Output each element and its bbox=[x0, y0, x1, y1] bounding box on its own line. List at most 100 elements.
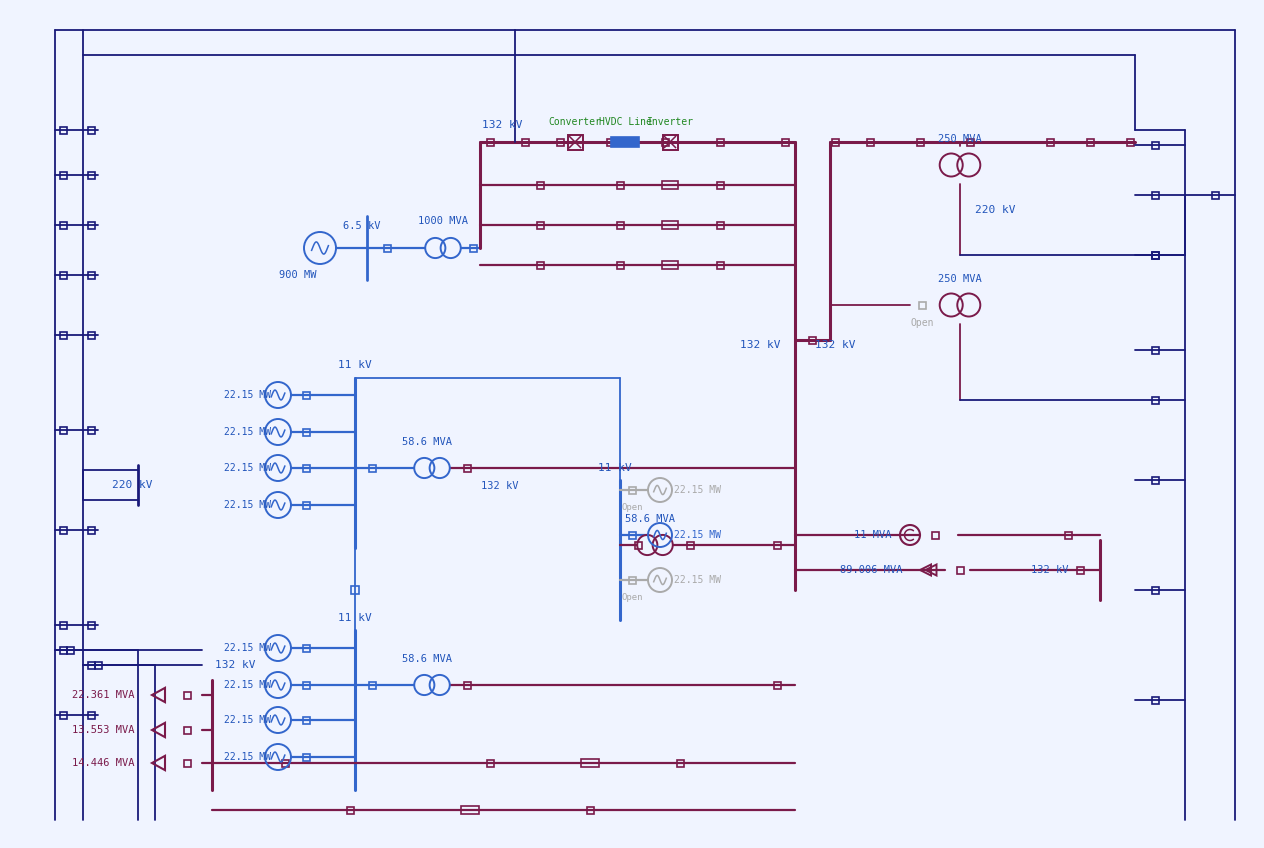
Text: 22.15 MW: 22.15 MW bbox=[225, 390, 272, 400]
Text: 132 kV: 132 kV bbox=[482, 120, 522, 130]
Bar bbox=[369, 465, 375, 471]
Text: 58.6 MVA: 58.6 MVA bbox=[624, 514, 675, 524]
Bar bbox=[302, 644, 310, 651]
Bar bbox=[183, 727, 191, 734]
Text: 250 MVA: 250 MVA bbox=[938, 134, 982, 144]
Bar bbox=[617, 181, 623, 188]
Bar bbox=[662, 135, 678, 149]
Bar bbox=[717, 261, 723, 269]
Bar bbox=[1152, 477, 1159, 483]
Bar bbox=[1077, 566, 1083, 573]
Bar bbox=[1152, 142, 1159, 148]
Bar bbox=[383, 244, 391, 252]
Text: 11 MVA: 11 MVA bbox=[854, 530, 892, 540]
Bar bbox=[1064, 532, 1072, 538]
Bar bbox=[957, 566, 963, 573]
Text: 11 kV: 11 kV bbox=[598, 463, 632, 473]
Bar bbox=[919, 302, 925, 309]
Bar bbox=[95, 661, 101, 668]
Text: 132 kV: 132 kV bbox=[739, 340, 780, 350]
Bar bbox=[628, 532, 636, 538]
Bar bbox=[59, 711, 67, 718]
Bar bbox=[183, 760, 191, 767]
Bar bbox=[522, 138, 528, 146]
Text: 22.361 MVA: 22.361 MVA bbox=[72, 690, 134, 700]
Bar bbox=[662, 261, 678, 269]
Bar bbox=[59, 171, 67, 178]
Bar bbox=[302, 717, 310, 723]
Text: 13.553 MVA: 13.553 MVA bbox=[72, 725, 134, 735]
Bar bbox=[87, 711, 95, 718]
Text: 22.15 MW: 22.15 MW bbox=[225, 752, 272, 762]
Text: HVDC Line: HVDC Line bbox=[599, 117, 651, 127]
Text: 22.15 MW: 22.15 MW bbox=[225, 715, 272, 725]
Bar bbox=[568, 135, 583, 149]
Text: 220 kV: 220 kV bbox=[975, 205, 1015, 215]
Bar bbox=[536, 181, 544, 188]
Text: 132 kV: 132 kV bbox=[482, 481, 518, 491]
Bar bbox=[87, 126, 95, 133]
Bar bbox=[302, 428, 310, 436]
Bar bbox=[87, 171, 95, 178]
Bar bbox=[916, 138, 924, 146]
Bar bbox=[302, 682, 310, 689]
Text: 22.15 MW: 22.15 MW bbox=[225, 500, 272, 510]
Text: 22.15 MW: 22.15 MW bbox=[225, 680, 272, 690]
Bar bbox=[59, 427, 67, 433]
Bar bbox=[87, 271, 95, 278]
Text: 58.6 MVA: 58.6 MVA bbox=[402, 654, 453, 664]
Bar bbox=[346, 806, 354, 813]
Bar bbox=[369, 682, 375, 689]
Bar bbox=[617, 221, 623, 228]
Bar bbox=[774, 542, 780, 549]
Bar bbox=[617, 261, 623, 269]
Bar bbox=[59, 271, 67, 278]
Text: 22.15 MW: 22.15 MW bbox=[225, 427, 272, 437]
Text: 132 kV: 132 kV bbox=[1031, 565, 1069, 575]
Text: 6.5 kV: 6.5 kV bbox=[344, 221, 380, 231]
Bar bbox=[1152, 347, 1159, 354]
Bar bbox=[662, 221, 678, 229]
Text: 22.15 MW: 22.15 MW bbox=[675, 575, 722, 585]
Bar bbox=[661, 138, 669, 146]
Bar bbox=[67, 646, 73, 654]
Bar bbox=[1152, 587, 1159, 594]
Bar bbox=[1152, 192, 1159, 198]
Bar bbox=[487, 138, 493, 146]
Bar bbox=[87, 332, 95, 338]
Bar bbox=[87, 527, 95, 533]
Text: 132 kV: 132 kV bbox=[215, 660, 255, 670]
Bar bbox=[536, 261, 544, 269]
Bar bbox=[676, 760, 684, 767]
Bar bbox=[556, 138, 564, 146]
Bar bbox=[1126, 138, 1134, 146]
Text: 89.006 MVA: 89.006 MVA bbox=[839, 565, 902, 575]
Text: 58.6 MVA: 58.6 MVA bbox=[402, 437, 453, 447]
Text: Open: Open bbox=[910, 318, 934, 328]
Bar bbox=[536, 221, 544, 228]
Bar bbox=[351, 586, 359, 594]
Bar bbox=[932, 532, 938, 538]
Bar bbox=[59, 646, 67, 654]
Bar bbox=[59, 221, 67, 228]
Bar bbox=[59, 126, 67, 133]
Bar bbox=[717, 138, 723, 146]
Bar bbox=[183, 691, 191, 699]
Text: 11 kV: 11 kV bbox=[339, 613, 372, 623]
Bar bbox=[87, 221, 95, 228]
Bar bbox=[87, 427, 95, 433]
Bar bbox=[302, 392, 310, 399]
Bar bbox=[1152, 397, 1159, 404]
Bar bbox=[867, 138, 873, 146]
Bar bbox=[1152, 252, 1159, 259]
Text: 14.446 MVA: 14.446 MVA bbox=[72, 758, 134, 768]
Bar bbox=[686, 542, 694, 549]
Bar bbox=[717, 181, 723, 188]
Bar bbox=[832, 138, 838, 146]
Bar bbox=[1152, 696, 1159, 704]
Bar bbox=[635, 542, 642, 549]
Bar bbox=[461, 806, 479, 814]
Text: 22.15 MW: 22.15 MW bbox=[675, 485, 722, 495]
Bar bbox=[607, 138, 613, 146]
Bar bbox=[469, 244, 477, 252]
